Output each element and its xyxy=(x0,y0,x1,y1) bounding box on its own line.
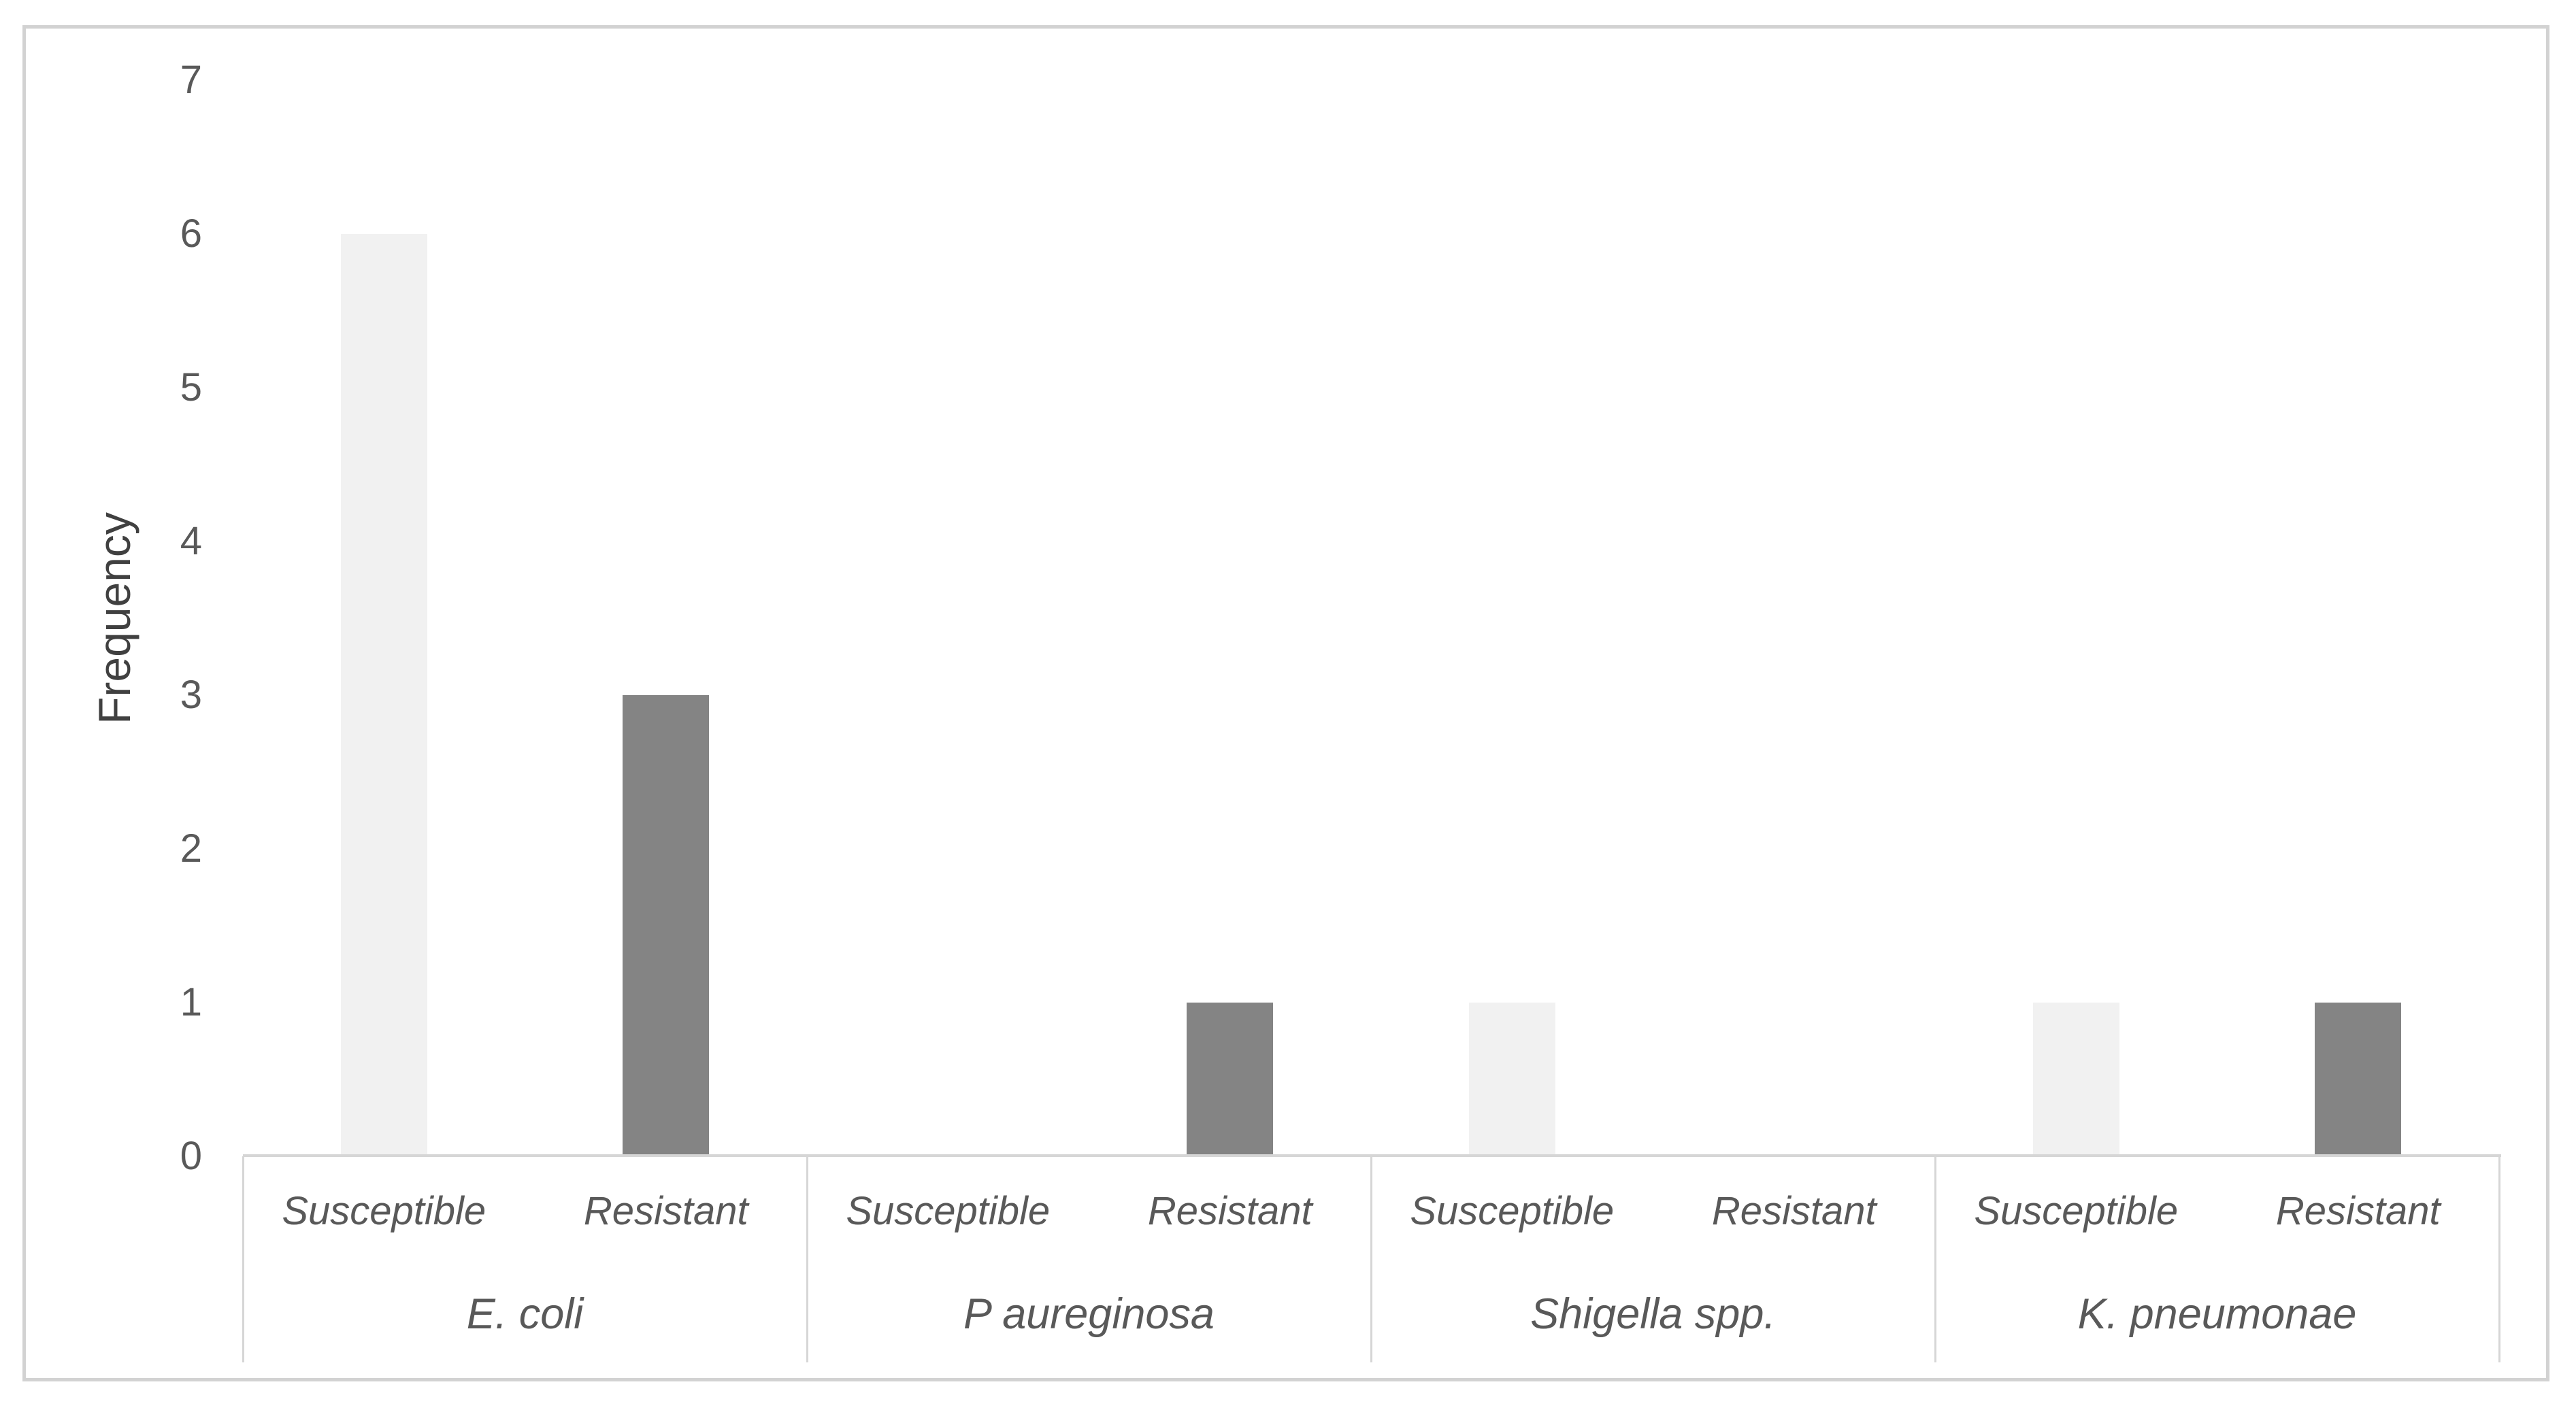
category-label-shigella-spp: Shigella spp. xyxy=(1530,1290,1776,1338)
category-divider xyxy=(806,1156,808,1362)
category-divider xyxy=(1934,1156,1936,1362)
series-label-shigella-spp-resistant: Resistant xyxy=(1711,1188,1877,1233)
y-tick-label-4: 4 xyxy=(180,519,202,563)
bar-e-coli-resistant xyxy=(623,695,710,1156)
x-axis-line xyxy=(243,1154,2501,1157)
category-divider xyxy=(1370,1156,1372,1362)
bar-p-aureginosa-resistant xyxy=(1187,1003,1274,1156)
y-tick-label-0: 0 xyxy=(180,1134,202,1178)
category-label-e-coli: E. coli xyxy=(466,1290,584,1338)
band-right-edge xyxy=(2498,1156,2500,1362)
series-label-e-coli-susceptible: Susceptible xyxy=(282,1188,486,1233)
category-label-p-aureginosa: P aureginosa xyxy=(963,1290,1215,1338)
bar-e-coli-susceptible xyxy=(340,234,427,1156)
series-label-shigella-spp-susceptible: Susceptible xyxy=(1410,1188,1615,1233)
series-label-k-pneumonae-susceptible: Susceptible xyxy=(1974,1188,2179,1233)
bar-shigella-spp-susceptible xyxy=(1468,1003,1555,1156)
y-tick-label-2: 2 xyxy=(180,826,202,871)
y-tick-label-5: 5 xyxy=(180,365,202,409)
bar-k-pneumonae-susceptible xyxy=(2032,1003,2119,1156)
category-label-k-pneumonae: K. pneumonae xyxy=(2077,1290,2357,1338)
bar-k-pneumonae-resistant xyxy=(2315,1003,2402,1156)
band-left-edge xyxy=(242,1156,244,1362)
series-label-k-pneumonae-resistant: Resistant xyxy=(2275,1188,2441,1233)
series-label-e-coli-resistant: Resistant xyxy=(583,1188,748,1233)
series-label-p-aureginosa-susceptible: Susceptible xyxy=(846,1188,1051,1233)
series-label-p-aureginosa-resistant: Resistant xyxy=(1147,1188,1312,1233)
y-tick-label-6: 6 xyxy=(180,212,202,256)
y-tick-label-7: 7 xyxy=(180,58,202,102)
y-tick-label-3: 3 xyxy=(180,673,202,717)
y-tick-label-1: 1 xyxy=(180,980,202,1024)
